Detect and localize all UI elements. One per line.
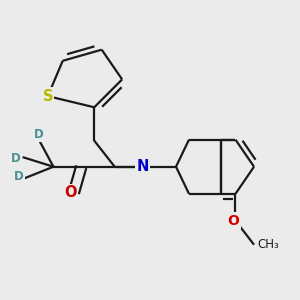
Text: O: O [228,214,239,228]
Text: D: D [34,128,44,141]
Text: D: D [14,170,24,183]
Text: O: O [64,185,76,200]
Text: N: N [136,159,149,174]
Text: S: S [43,88,53,104]
Text: D: D [11,152,21,165]
Text: CH₃: CH₃ [258,238,280,251]
